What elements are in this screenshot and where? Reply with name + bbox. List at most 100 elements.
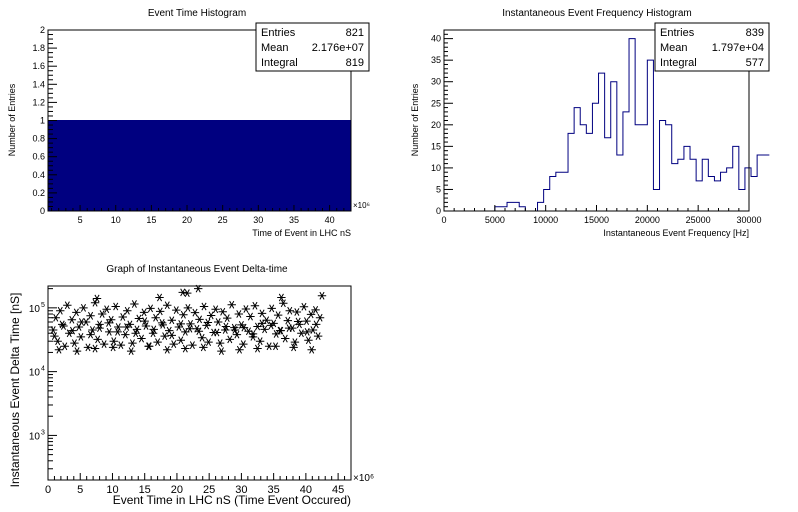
chart3-title: Graph of Instantaneous Event Delta-time — [106, 264, 288, 275]
chart2-y-tick-label: 35 — [431, 55, 441, 65]
chart3-point — [86, 311, 95, 320]
chart3-point — [284, 324, 294, 333]
chart3-point — [167, 316, 176, 325]
chart3-point — [183, 303, 193, 312]
chart3-point — [235, 345, 244, 354]
chart1-x-tick-label: 20 — [182, 215, 192, 225]
chart3-point — [172, 306, 181, 315]
chart2-bin — [696, 181, 702, 211]
chart1-y-tick-label: 0.4 — [32, 170, 45, 180]
chart3-point — [292, 308, 302, 316]
chart2-y-tick-label: 40 — [431, 34, 441, 44]
chart3-point — [277, 293, 286, 302]
chart3-point — [167, 331, 176, 340]
chart3-point — [227, 300, 236, 309]
chart3-x-tick-label: 25 — [203, 484, 215, 496]
frequency-histogram: Instantaneous Event Frequency Histogram … — [410, 8, 770, 238]
chart2-bin — [580, 125, 586, 211]
chart2-bin — [501, 207, 507, 211]
chart3-x-tick-label: 35 — [268, 484, 280, 496]
stats-entries-value: 821 — [346, 27, 364, 39]
chart3-point — [203, 318, 213, 327]
chart2-bin — [629, 39, 635, 211]
chart3-point — [130, 300, 139, 308]
chart1-stats-frame — [255, 22, 370, 72]
chart3-point — [279, 299, 288, 308]
chart3-point — [109, 337, 118, 346]
stats-integral-value: 819 — [346, 57, 364, 69]
chart2-bin — [751, 177, 757, 211]
chart2-y-tick-label: 25 — [431, 98, 441, 108]
chart1-x-tick-label: 15 — [146, 215, 156, 225]
chart2-bin — [519, 207, 525, 211]
chart1-x-tick-label: 40 — [325, 215, 335, 225]
chart2-bin — [544, 189, 550, 211]
chart3-point — [169, 340, 178, 349]
chart3-point — [241, 305, 251, 313]
chart2-histogram-outline — [494, 38, 770, 212]
chart3-point — [304, 336, 313, 345]
chart3-point — [122, 323, 131, 331]
chart3-point — [275, 326, 285, 335]
chart3-point — [105, 327, 114, 336]
chart3-point — [315, 313, 325, 322]
chart3-point — [234, 310, 244, 318]
chart3-point — [104, 319, 113, 327]
chart3-point — [257, 319, 267, 328]
chart2-stats-box: Entries 839 Mean 1.797e+04 Integral 577 — [654, 22, 770, 72]
chart3-point — [128, 339, 137, 347]
chart1-x-tick-label: 30 — [253, 215, 263, 225]
chart3-x-tick-label: 45 — [332, 484, 344, 496]
chart2-x-tick-label: 25000 — [686, 215, 711, 225]
chart3-point — [140, 317, 149, 325]
chart3-point — [302, 317, 311, 325]
chart2-bin — [641, 125, 647, 211]
chart2-bin — [666, 125, 672, 211]
chart3-point — [151, 313, 160, 322]
chart3-point — [253, 344, 262, 353]
chart3-point — [194, 327, 204, 336]
chart3-point — [67, 315, 77, 324]
chart1-y-tick-label: 1.8 — [32, 43, 45, 53]
chart2-bin — [611, 82, 617, 211]
event-time-histogram: Event Time Histogram 0 0.2 0.4 0.6 0.8 1 1.2 1.… — [7, 8, 370, 238]
chart1-x-tick-label: 5 — [78, 215, 83, 225]
chart3-x-axis-label: Event Time in LHC nS (Time Event Occured… — [113, 493, 351, 507]
chart3-point — [307, 345, 316, 354]
chart2-bin — [708, 177, 714, 211]
chart1-x-tick-label: 35 — [289, 215, 299, 225]
chart2-bin — [562, 172, 568, 211]
chart3-point — [213, 318, 223, 326]
chart3-point — [248, 333, 258, 341]
chart2-x-tick-label: 0 — [441, 215, 446, 225]
chart3-x-tick-label: 40 — [300, 484, 312, 496]
chart2-x-tick-label: 15000 — [584, 215, 609, 225]
chart3-point — [93, 335, 102, 344]
chart3-point — [223, 314, 232, 323]
chart3-x-tick-label: 0 — [45, 484, 51, 496]
chart3-point — [271, 342, 280, 351]
chart3-point — [311, 305, 320, 314]
chart1-filled-bar — [47, 120, 352, 212]
chart3-y-axis-label: Instantaneous Event Delta Time [nS] — [8, 293, 22, 488]
chart2-bin — [623, 112, 629, 211]
chart3-point — [178, 288, 187, 297]
chart3-x-tick-label: 15 — [139, 484, 151, 496]
chart3-y-tick-exponent: 4 — [41, 366, 45, 373]
chart1-x-tick-label: 10 — [111, 215, 121, 225]
chart3-point — [176, 336, 186, 345]
chart3-point — [186, 320, 195, 328]
chart3-y-tick-exponent: 5 — [41, 302, 45, 309]
chart3-point — [146, 304, 155, 313]
chart2-stats-frame — [654, 22, 770, 72]
chart3-point — [195, 315, 204, 324]
stats-integral-label: Integral — [660, 57, 697, 69]
chart3-point — [123, 306, 132, 315]
chart3-point — [72, 308, 81, 317]
chart2-bin — [653, 189, 659, 211]
stats-entries-label: Entries — [660, 27, 695, 39]
chart3-point — [297, 329, 306, 338]
chart3-frame — [47, 285, 352, 481]
